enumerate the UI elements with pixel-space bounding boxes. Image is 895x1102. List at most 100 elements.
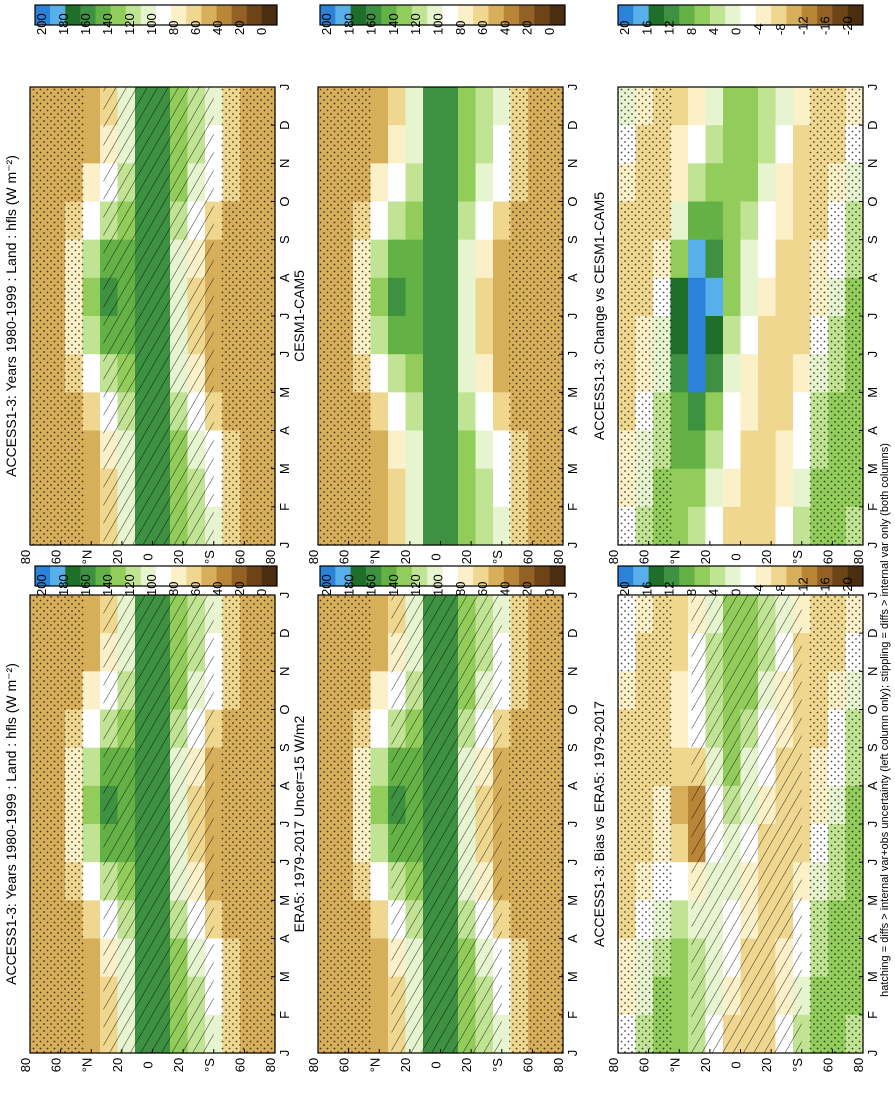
month-tick-label: J [565,592,580,599]
month-tick-label: J [865,1050,880,1057]
colorbar-segment [171,5,187,25]
colorbar-label: 12 [662,21,677,35]
field-cell [740,392,759,432]
stippling-region [618,87,672,545]
month-tick-label: N [277,159,292,168]
colorbar-segment [320,566,336,586]
field-cell [405,163,424,203]
field-cell [723,316,742,355]
lat-tick-label: 60 [337,1058,352,1072]
hatching-region [691,595,802,1053]
lat-tick-label: 0 [429,553,444,560]
colorbar-segment [786,566,803,586]
field-cell [82,633,101,672]
field-cell [475,430,494,470]
colorbar-label: 0 [254,28,269,35]
field-cell [775,316,794,355]
field-cell [423,392,442,432]
lat-tick-label: 80 [306,550,321,564]
field-cell [793,239,812,279]
field-cell [688,239,707,279]
month-tick-label: M [865,463,880,474]
month-tick-label: O [865,704,880,714]
field-cell [723,392,742,432]
colorbar-segment [216,5,233,25]
field-cell [82,976,101,1016]
month-tick-label: J [865,859,880,866]
lat-tick-label: 60 [232,550,247,564]
colorbar-segment [725,5,741,25]
field-cell [705,239,724,279]
field-cell [670,1014,689,1054]
field-cell [388,87,407,126]
field-cell [423,163,442,203]
month-tick-label: M [565,971,580,982]
field-cell [370,1014,389,1054]
field-cell [670,747,689,787]
colorbar-label: 60 [188,582,203,596]
colorbar-segment [186,5,202,25]
panel-title: ACCESS1-3: Years 1980-1999 : Land : hfls… [3,663,19,985]
lat-tick-label: °S [202,550,217,564]
colorbar-segment [519,5,535,25]
field-cell [723,430,742,470]
field-cell [370,785,389,825]
field-cell [775,430,794,470]
panel-title: ERA5: 1979-2017 Uncer=15 W/m2 [291,715,307,932]
lat-tick-label: 60 [820,1058,835,1072]
lat-tick-label: 0 [141,553,156,560]
colorbar-segment [65,5,81,25]
colorbar-label: 16 [639,582,654,596]
lat-tick-label: 20 [171,550,186,564]
month-tick-label: A [565,426,580,435]
colorbar-segment [503,5,520,25]
lat-tick-label: °S [490,550,505,564]
lat-tick-label: 60 [820,550,835,564]
colorbar-label: 140 [100,13,115,35]
colorbar-segment [442,5,459,25]
colorbar-segment [740,5,757,25]
field-cell [440,354,459,393]
lat-tick-label: 0 [141,1061,156,1068]
colorbar-segment [396,566,413,586]
field-cell [82,595,101,634]
field-cell [493,468,512,508]
colorbar-segment [801,566,818,586]
month-tick-label: J [865,542,880,549]
field-cell [758,316,777,355]
field-cell [82,747,101,787]
field-cell [388,239,407,279]
stippling-region [221,87,275,545]
colorbar-segment [140,5,157,25]
field-cell [388,277,407,317]
field-cell [793,163,812,203]
field-cell [723,468,742,508]
field-cell [475,354,494,393]
field-cell [670,125,689,164]
lat-tick-label: °N [367,1058,382,1073]
month-tick-label: D [565,628,580,637]
lat-tick-label: °N [79,1058,94,1073]
field-cell [82,125,101,164]
month-tick-label: S [565,235,580,244]
colorbar-segment [473,566,489,586]
panel-title: ACCESS1-3: Change vs CESM1-CAM5 [591,192,607,440]
colorbar-label: 20 [232,21,247,35]
colorbar-label: -20 [840,577,855,596]
colorbar-segment [679,566,695,586]
lat-tick-label: 80 [606,550,621,564]
field-cell [370,392,389,432]
field-cell [758,87,777,126]
field-cell [793,316,812,355]
colorbar-label: 60 [188,21,203,35]
field-cell [688,430,707,470]
field-cell [370,709,389,749]
field-cell [388,163,407,203]
colorbar-segment [549,566,566,586]
field-cell [688,316,707,355]
field-cell [775,468,794,508]
